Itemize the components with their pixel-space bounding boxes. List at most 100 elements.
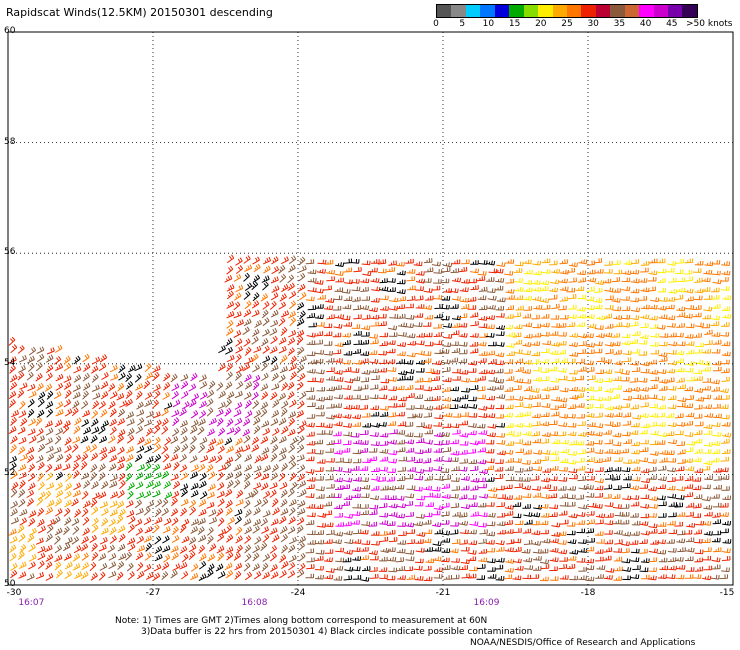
wind-barb — [216, 508, 224, 517]
latitude-label: 52 — [4, 468, 16, 479]
wind-barb — [604, 268, 613, 274]
wind-barb — [323, 557, 333, 563]
wind-barb — [146, 500, 155, 509]
wind-barb — [406, 276, 415, 282]
wind-barb — [458, 266, 468, 273]
wind-barb — [127, 482, 135, 491]
wind-barb — [495, 352, 505, 358]
wind-barb — [720, 331, 730, 337]
wind-barb — [467, 396, 477, 402]
wind-barb — [198, 410, 207, 419]
wind-barb — [236, 319, 244, 327]
wind-barb — [17, 524, 25, 534]
wind-barb — [342, 304, 352, 310]
wind-barb — [629, 339, 639, 345]
wind-barb — [658, 314, 668, 320]
wind-barb — [243, 391, 252, 400]
wind-barb — [388, 260, 397, 266]
wind-barb — [460, 504, 470, 510]
wind-barb — [585, 440, 595, 446]
wind-barb — [701, 323, 711, 329]
wind-barb — [72, 384, 81, 392]
wind-barb — [361, 412, 371, 418]
wind-barb — [352, 348, 362, 355]
wind-barb — [396, 513, 405, 519]
wind-barb — [486, 386, 496, 391]
wind-barb — [98, 400, 106, 410]
wind-barb — [585, 558, 595, 564]
wind-barb — [100, 420, 109, 428]
wind-barb — [470, 485, 479, 491]
wind-barb — [531, 314, 540, 320]
wind-barb — [683, 530, 693, 535]
wind-barb — [234, 390, 243, 399]
wind-barb — [91, 542, 98, 552]
wind-barb — [90, 463, 98, 473]
wind-barb — [431, 486, 441, 492]
wind-barb — [226, 362, 233, 372]
wind-barb — [703, 404, 712, 410]
wind-barb — [631, 520, 641, 526]
wind-barb — [180, 498, 189, 507]
wind-barb — [604, 520, 614, 526]
wind-barb — [711, 422, 721, 428]
wind-barb — [467, 368, 477, 373]
wind-barb — [134, 499, 142, 509]
wind-barb — [531, 341, 541, 346]
wind-barb — [702, 575, 712, 581]
wind-barb — [594, 549, 604, 554]
wind-barb — [46, 364, 54, 374]
wind-barb — [198, 374, 207, 382]
wind-barb — [218, 427, 226, 437]
wind-barb — [613, 530, 623, 535]
wind-barb — [630, 458, 640, 464]
wind-barb — [593, 439, 603, 445]
wind-barb — [425, 502, 434, 507]
wind-barb — [540, 286, 549, 292]
wind-barb — [82, 353, 90, 363]
wind-barb — [27, 362, 35, 372]
wind-barb — [326, 440, 335, 446]
wind-barb — [551, 323, 561, 328]
wind-barb — [92, 392, 101, 400]
wind-barb — [117, 382, 125, 392]
wind-barb — [152, 371, 160, 381]
wind-barb — [657, 268, 667, 274]
wind-barb — [684, 367, 694, 373]
wind-barb — [280, 489, 288, 498]
wind-barb — [423, 288, 433, 293]
wind-barb — [477, 295, 487, 301]
wind-barb — [603, 430, 612, 435]
wind-barb — [45, 533, 53, 543]
wind-barb — [468, 403, 478, 409]
wind-barb — [153, 425, 161, 435]
wind-barb — [703, 430, 713, 435]
wind-barb — [668, 565, 677, 571]
wind-barb — [73, 365, 82, 374]
wind-barb — [116, 392, 125, 401]
wind-barb — [260, 453, 269, 462]
wind-barb — [442, 403, 451, 409]
wind-barb — [314, 439, 323, 445]
wind-barb — [415, 404, 424, 410]
wind-barb — [512, 558, 522, 564]
wind-barb — [415, 367, 425, 373]
wind-barb — [505, 558, 515, 564]
wind-barb — [666, 574, 676, 580]
wind-barb — [63, 355, 71, 365]
wind-barb — [666, 296, 676, 302]
legend-label: 5 — [459, 19, 466, 29]
wind-barb — [136, 535, 145, 544]
wind-barb — [613, 322, 623, 328]
wind-barb — [494, 268, 504, 274]
wind-barb — [397, 540, 407, 545]
wind-barb — [458, 322, 468, 328]
wind-barb — [414, 313, 424, 318]
wind-barb — [593, 348, 603, 354]
wind-barb — [280, 400, 289, 409]
wind-barb — [656, 440, 666, 445]
wind-barb — [208, 509, 217, 517]
wind-barb — [199, 400, 207, 409]
wind-barb — [702, 555, 712, 561]
wind-barb — [567, 422, 577, 428]
